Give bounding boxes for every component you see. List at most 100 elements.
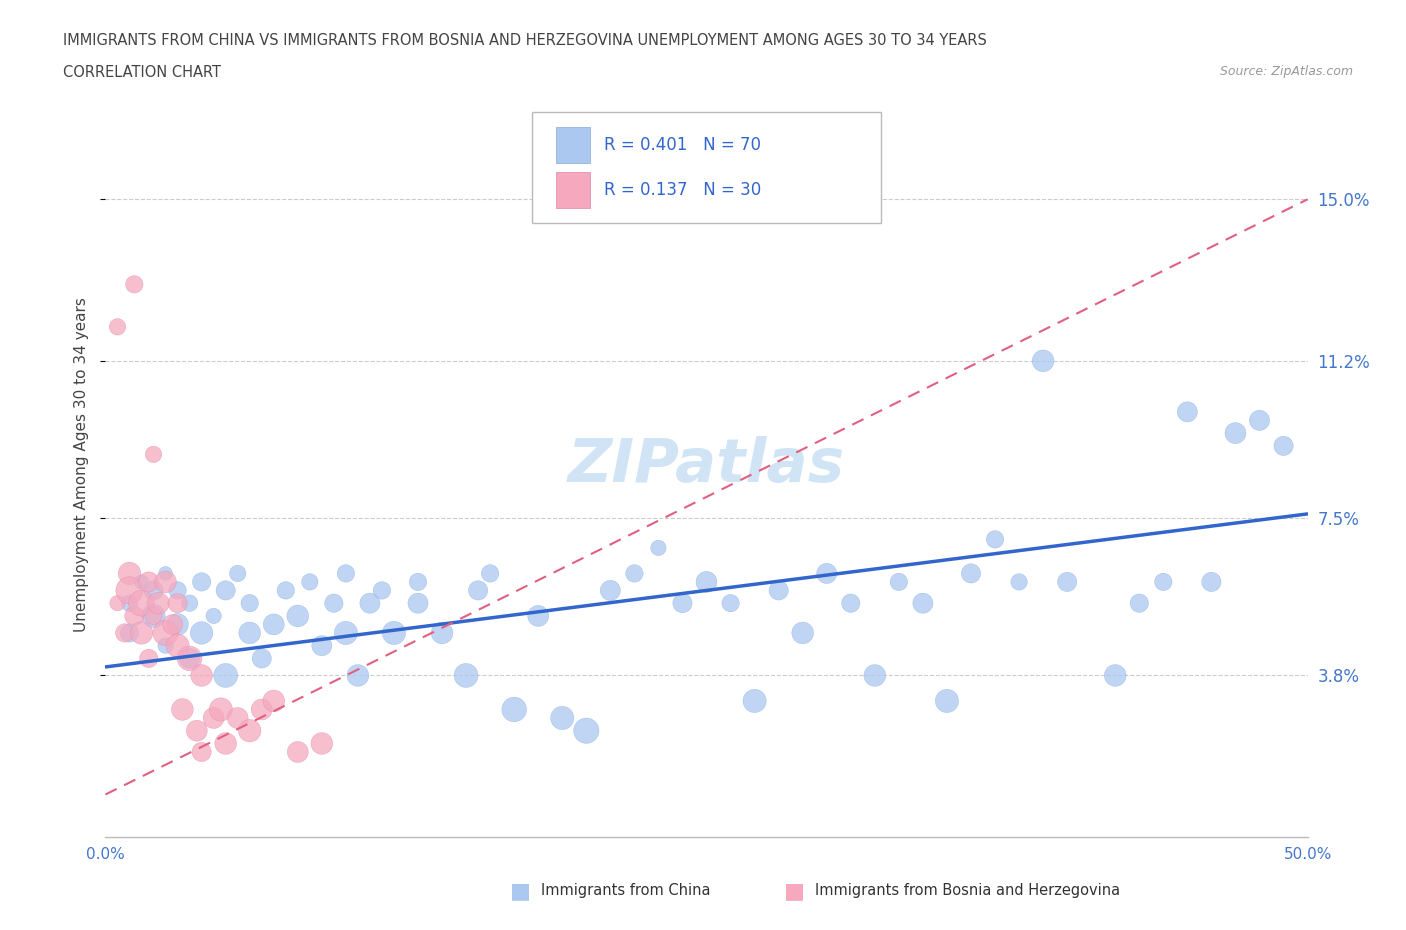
Point [527,608,550,623]
Text: CORRELATION CHART: CORRELATION CHART [63,65,221,80]
Y-axis label: Unemployment Among Ages 30 to 34 years: Unemployment Among Ages 30 to 34 years [75,298,90,632]
Point [239,596,262,611]
Point [131,596,153,611]
Point [190,668,212,683]
Point [815,566,838,581]
Point [1032,353,1054,368]
Point [1152,575,1174,590]
Point [107,596,129,611]
Point [887,575,910,590]
Text: R = 0.137   N = 30: R = 0.137 N = 30 [605,180,762,199]
Point [792,626,814,641]
Point [166,596,188,611]
Point [984,532,1007,547]
Point [406,596,429,611]
Text: ZIPatlas: ZIPatlas [568,435,845,495]
Point [671,596,693,611]
Point [202,608,225,623]
Point [190,575,212,590]
Point [142,583,165,598]
Point [114,626,136,641]
Point [382,626,405,641]
Point [936,694,959,709]
Point [214,668,236,683]
Point [347,668,370,683]
Point [839,596,862,611]
Point [298,575,321,590]
Point [1175,405,1198,419]
Point [142,447,165,462]
Point [250,702,273,717]
Point [1128,596,1150,611]
Point [118,566,141,581]
Point [124,608,146,623]
Point [155,626,177,641]
Text: Source: ZipAtlas.com: Source: ZipAtlas.com [1219,65,1353,78]
FancyBboxPatch shape [557,127,591,163]
Point [467,583,489,598]
Point [179,651,201,666]
Point [335,626,357,641]
Point [172,702,194,717]
Point [430,626,453,641]
Point [162,617,184,631]
Point [124,277,146,292]
Text: Immigrants from Bosnia and Herzegovina: Immigrants from Bosnia and Herzegovina [815,884,1121,898]
Point [551,711,574,725]
Point [768,583,790,598]
Point [263,617,285,631]
Point [166,638,188,653]
Point [214,736,236,751]
Point [118,626,141,641]
Point [322,596,344,611]
Point [142,608,165,623]
Point [287,608,309,623]
Text: R = 0.401   N = 70: R = 0.401 N = 70 [605,136,761,154]
Text: ■: ■ [510,881,530,901]
Point [138,651,160,666]
Point [263,694,285,709]
Point [696,575,718,590]
Point [1225,426,1247,441]
Point [155,566,177,581]
Point [311,638,333,653]
Point [911,596,934,611]
Point [1056,575,1078,590]
Point [454,668,477,683]
Point [190,745,212,760]
Point [647,540,669,555]
Point [1249,413,1271,428]
Point [226,566,249,581]
Point [179,596,201,611]
Point [287,745,309,760]
Point [118,596,141,611]
Point [142,608,165,623]
Point [155,575,177,590]
Point [1272,438,1295,453]
Point [311,736,333,751]
Point [209,702,232,717]
Point [148,596,170,611]
Point [239,626,262,641]
Text: Immigrants from China: Immigrants from China [541,884,711,898]
Point [186,724,208,738]
Point [1104,668,1126,683]
Point [479,566,502,581]
Point [250,651,273,666]
Point [190,626,212,641]
Point [239,724,262,738]
Point [155,638,177,653]
Point [863,668,886,683]
Text: IMMIGRANTS FROM CHINA VS IMMIGRANTS FROM BOSNIA AND HERZEGOVINA UNEMPLOYMENT AMO: IMMIGRANTS FROM CHINA VS IMMIGRANTS FROM… [63,33,987,47]
Point [406,575,429,590]
Point [960,566,983,581]
Point [599,583,621,598]
FancyBboxPatch shape [533,112,880,223]
Text: ■: ■ [785,881,804,901]
Point [623,566,645,581]
Point [214,583,236,598]
Point [118,583,141,598]
Point [107,319,129,334]
Point [371,583,394,598]
FancyBboxPatch shape [557,172,591,207]
